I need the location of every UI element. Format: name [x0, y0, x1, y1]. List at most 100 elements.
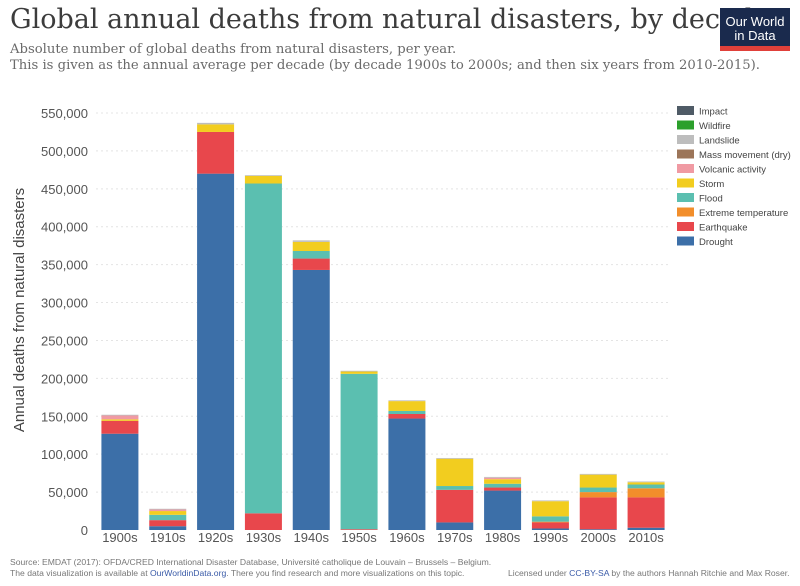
bar-segment-drought[interactable] [484, 490, 522, 530]
bar-segment-drought[interactable] [101, 433, 139, 530]
bar-segment-flood[interactable] [436, 486, 474, 490]
bar-segment-flood[interactable] [388, 410, 426, 414]
legend-label[interactable]: Extreme temperature [699, 208, 788, 219]
bar-segment-flood[interactable] [484, 483, 522, 488]
bar-segment-extreme-temperature[interactable] [531, 521, 569, 523]
bar-segment-volcanic-activity[interactable] [101, 415, 139, 420]
bar-segment-landslide[interactable] [531, 500, 569, 502]
bar-segment-volcanic-activity[interactable] [149, 509, 187, 512]
license-suffix: by the authors Hannah Ritchie and Max Ro… [608, 568, 790, 578]
bar-segment-earthquake[interactable] [388, 413, 426, 419]
bar-segment-landslide[interactable] [292, 240, 330, 242]
bar-segment-storm[interactable] [197, 124, 235, 132]
bar-segment-earthquake[interactable] [292, 258, 330, 270]
bar-segment-storm[interactable] [627, 482, 665, 485]
x-tick-label: 1900s [102, 530, 138, 545]
bar-segment-earthquake[interactable] [197, 131, 235, 174]
bar-segment-earthquake[interactable] [531, 522, 569, 529]
bar-segment-landslide[interactable] [244, 175, 282, 176]
bar-segment-flood[interactable] [244, 183, 282, 514]
bar-segment-drought[interactable] [292, 269, 330, 530]
bar-segment-flood[interactable] [340, 373, 378, 530]
license-note: Licensed under CC-BY-SA by the authors H… [508, 568, 790, 578]
y-tick-label: 50,000 [48, 485, 88, 500]
bar-segment-landslide[interactable] [436, 457, 474, 459]
bar-segment-drought[interactable] [388, 418, 426, 530]
y-axis-ticks: 0 50,000 100,000 150,000 200,000 250,000 300,0… [41, 106, 88, 538]
bar-segment-extreme-temperature[interactable] [627, 488, 665, 498]
bar-segment-storm[interactable] [244, 175, 282, 184]
legend-label[interactable]: Volcanic activity [699, 165, 766, 176]
bar-segment-earthquake[interactable] [101, 420, 139, 434]
legend-label[interactable]: Flood [699, 194, 723, 205]
legend-swatch [677, 106, 694, 115]
bar-segment-storm[interactable] [149, 511, 187, 515]
bar-segment-landslide[interactable] [484, 476, 522, 478]
logo-line2: in Data [734, 28, 776, 43]
bar-segment-volcanic-activity[interactable] [484, 477, 522, 480]
bar-segment-drought[interactable] [149, 526, 187, 530]
bars [101, 122, 665, 530]
bar-segment-extreme-temperature[interactable] [579, 492, 617, 498]
our-world-in-data-logo[interactable]: Our World in Data [720, 8, 790, 51]
bar-segment-drought[interactable] [436, 522, 474, 530]
y-tick-label: 400,000 [41, 220, 88, 235]
bar-segment-landslide[interactable] [101, 414, 139, 416]
legend-label[interactable]: Mass movement (dry) [699, 150, 791, 161]
bar-segment-storm[interactable] [484, 479, 522, 484]
legend-label[interactable]: Wildfire [699, 121, 731, 132]
x-tick-label: 1980s [485, 530, 521, 545]
bar-segment-earthquake[interactable] [244, 513, 282, 530]
license-link[interactable]: CC-BY-SA [569, 568, 609, 578]
legend-label[interactable]: Earthquake [699, 223, 748, 234]
chart-subtitle-line2: This is given as the annual average per … [10, 58, 760, 73]
bar-segment-flood[interactable] [531, 516, 569, 522]
bar-segment-storm[interactable] [292, 241, 330, 251]
x-tick-label: 1970s [437, 530, 473, 545]
x-tick-label: 2000s [581, 530, 617, 545]
bar-segment-earthquake[interactable] [579, 497, 617, 530]
legend-swatch [677, 207, 694, 217]
visualization-note: The data visualization is available at O… [10, 568, 464, 578]
bar-segment-storm[interactable] [340, 371, 378, 374]
x-tick-label: 1990s [533, 530, 569, 545]
bar-segment-earthquake[interactable] [436, 489, 474, 523]
bar-segment-flood[interactable] [579, 487, 617, 493]
bar-segment-flood[interactable] [149, 514, 187, 521]
bar-segment-earthquake[interactable] [149, 520, 187, 527]
bar-segment-drought[interactable] [579, 529, 617, 530]
bar-segment-flood[interactable] [292, 250, 330, 259]
bar-segment-earthquake[interactable] [627, 497, 665, 528]
y-tick-label: 0 [81, 523, 88, 538]
bar-segment-landslide[interactable] [627, 481, 665, 483]
bar-segment-storm[interactable] [388, 401, 426, 411]
bar-segment-landslide[interactable] [579, 473, 617, 475]
legend-label[interactable]: Landslide [699, 136, 740, 147]
x-tick-label: 2010s [628, 530, 664, 545]
chart-subtitle-line1: Absolute number of global deaths from na… [10, 42, 457, 57]
bar-segment-drought[interactable] [627, 527, 665, 530]
x-axis-ticks: 1900s 1910s 1920s 1930s 1940s 1950s 1960s 1970s… [102, 530, 664, 545]
bar-segment-earthquake[interactable] [340, 529, 378, 530]
bar-segment-landslide[interactable] [149, 508, 187, 510]
bar-segment-storm[interactable] [436, 458, 474, 487]
bar-segment-earthquake[interactable] [484, 487, 522, 491]
y-tick-label: 200,000 [41, 371, 88, 386]
bar-segment-landslide[interactable] [340, 370, 378, 372]
bar-segment-storm[interactable] [579, 474, 617, 488]
x-tick-label: 1920s [198, 530, 234, 545]
legend-label[interactable]: Impact [699, 107, 728, 118]
bar-segment-storm[interactable] [531, 501, 569, 517]
legend-label[interactable]: Drought [699, 237, 733, 248]
bar-segment-drought[interactable] [197, 173, 235, 530]
owid-link[interactable]: OurWorldinData.org [149, 568, 227, 578]
legend-swatch [677, 149, 694, 159]
legend-label[interactable]: Storm [699, 179, 724, 190]
bar-segment-landslide[interactable] [197, 122, 235, 125]
bar-segment-flood[interactable] [627, 484, 665, 489]
bar-segment-drought[interactable] [531, 528, 569, 530]
bar-segment-landslide[interactable] [388, 400, 426, 402]
bar-segment-storm[interactable] [101, 419, 139, 421]
license-prefix: Licensed under [508, 568, 570, 578]
